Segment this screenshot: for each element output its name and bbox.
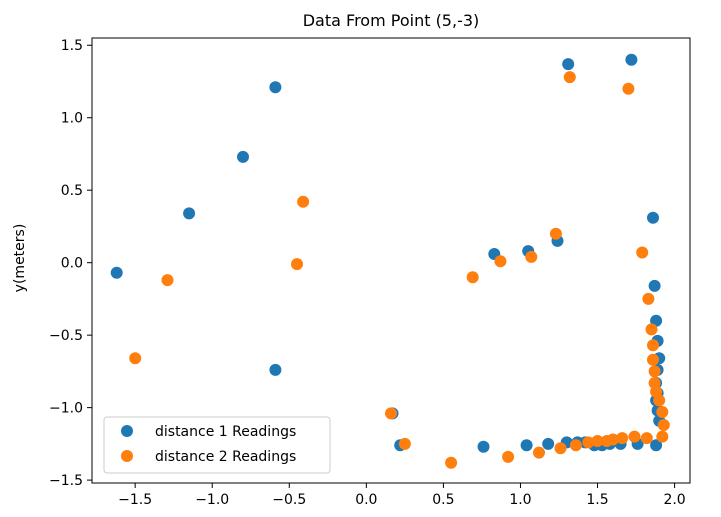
data-point-series-2-12 <box>533 446 545 459</box>
data-point-series-2-15 <box>563 71 576 84</box>
plot-frame <box>91 37 691 484</box>
data-point-series-2-21 <box>616 432 629 445</box>
data-point-series-2-24 <box>636 246 649 259</box>
data-point-series-1-22 <box>625 53 638 66</box>
x-tick-label: 2.0 <box>663 492 685 508</box>
x-tick-label: 0.0 <box>355 492 377 508</box>
data-point-series-2-23 <box>628 430 641 443</box>
x-tick-label: 1.5 <box>586 492 608 508</box>
data-point-series-2-34 <box>656 406 669 418</box>
data-point-series-2-10 <box>502 450 515 463</box>
plot-area <box>110 53 670 469</box>
data-point-series-2-11 <box>525 250 538 263</box>
x-axis: −1.5 −1.0 −0.5 0.0 0.5 1.0 1.5 2.0 <box>118 483 686 508</box>
x-tick-label: −0.5 <box>272 492 306 508</box>
data-point-series-1-10 <box>520 439 533 452</box>
legend-label-series-2: distance 2 Readings <box>155 449 296 465</box>
data-point-series-2-6 <box>398 437 411 450</box>
data-point-series-2-17 <box>582 436 595 449</box>
y-tick-label: 1.5 <box>61 38 83 54</box>
data-point-series-2-2 <box>161 274 174 287</box>
data-point-series-2-4 <box>297 195 310 208</box>
legend-box <box>103 416 331 474</box>
y-tick-label: 0.0 <box>61 256 83 272</box>
data-point-series-2-27 <box>645 323 658 336</box>
data-point-series-2-8 <box>466 271 479 284</box>
legend-marker-series-1 <box>121 425 133 437</box>
data-point-series-1-35 <box>650 439 663 452</box>
legend: distance 1 Readings distance 2 Readings <box>103 416 331 474</box>
data-point-series-2-14 <box>554 442 567 455</box>
data-point-series-1-8 <box>477 440 490 453</box>
x-tick-label: 0.5 <box>432 492 454 508</box>
data-point-series-2-16 <box>569 439 582 452</box>
x-tick-label: 1.0 <box>509 492 531 508</box>
data-point-series-2-13 <box>549 227 562 240</box>
y-tick-label: 1.0 <box>61 111 83 127</box>
data-point-series-2-18 <box>591 435 604 447</box>
data-point-series-1-4 <box>269 81 282 94</box>
data-point-series-2-22 <box>622 82 635 95</box>
data-point-series-2-5 <box>385 407 397 420</box>
data-point-series-2-9 <box>494 255 507 268</box>
data-point-series-2-29 <box>647 353 659 366</box>
data-point-series-2-25 <box>640 432 653 445</box>
data-point-series-1-12 <box>542 437 555 450</box>
data-point-series-1-25 <box>648 279 661 292</box>
y-tick-label: 0.5 <box>61 183 83 199</box>
y-tick-label: −0.5 <box>49 328 83 344</box>
data-point-series-2-35 <box>657 419 670 431</box>
data-point-series-2-3 <box>291 258 303 271</box>
legend-label-series-1: distance 1 Readings <box>155 424 296 440</box>
y-axis-label: y(meters) <box>12 224 28 293</box>
data-point-series-1-1 <box>110 266 123 279</box>
chart-title: Data From Point (5,-3) <box>303 11 480 30</box>
y-tick-label: −1.5 <box>49 473 83 489</box>
data-point-series-2-36 <box>656 430 669 443</box>
data-point-series-1-24 <box>647 211 659 224</box>
data-point-series-1-15 <box>562 58 575 71</box>
y-axis: −1.5 −1.0 −0.5 0.0 0.5 1.0 1.5 <box>49 38 92 489</box>
data-point-series-1-3 <box>237 150 249 163</box>
x-tick-label: −1.5 <box>118 492 152 508</box>
data-point-series-1-5 <box>269 363 282 376</box>
data-point-series-2-1 <box>129 352 142 365</box>
y-tick-label: −1.0 <box>49 401 83 417</box>
legend-marker-series-2 <box>121 450 133 462</box>
data-point-series-2-30 <box>648 365 661 378</box>
data-point-series-2-7 <box>445 456 458 469</box>
x-tick-label: −1.0 <box>195 492 229 508</box>
data-point-series-2-26 <box>642 292 655 305</box>
data-point-series-1-2 <box>183 207 196 220</box>
data-point-series-2-20 <box>606 433 619 446</box>
data-point-series-2-33 <box>653 394 666 407</box>
data-point-series-2-28 <box>647 339 659 352</box>
